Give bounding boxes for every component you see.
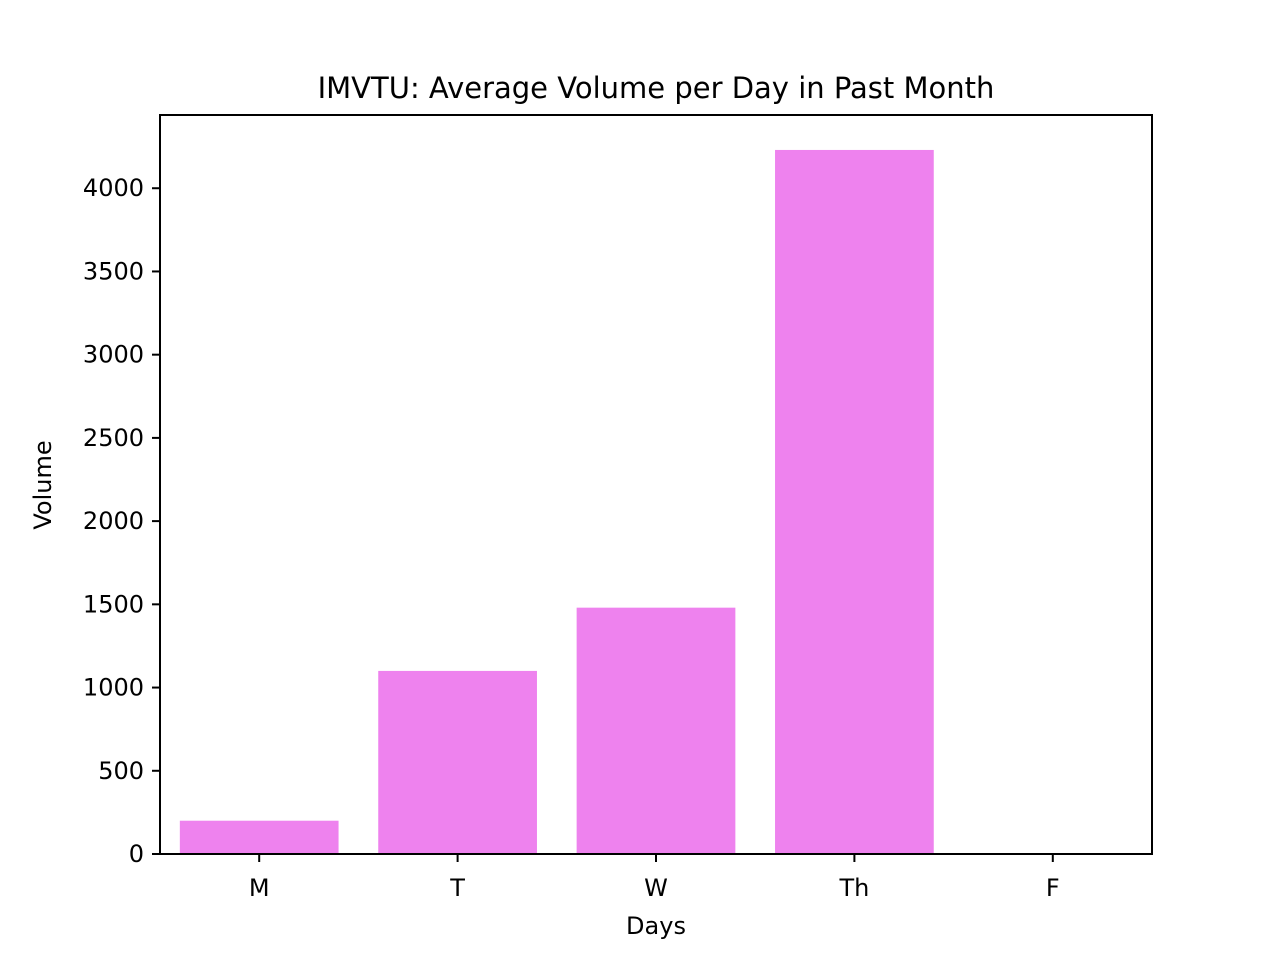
y-tick-label: 500 <box>98 757 144 785</box>
y-tick-label: 4000 <box>83 174 144 202</box>
y-tick-label: 2000 <box>83 507 144 535</box>
x-tick-label: Th <box>838 874 869 902</box>
chart-title: IMVTU: Average Volume per Day in Past Mo… <box>318 71 995 105</box>
y-tick-label: 3500 <box>83 257 144 285</box>
x-axis-label: Days <box>626 912 686 940</box>
y-tick-label: 2500 <box>83 424 144 452</box>
bar-t <box>378 671 537 854</box>
y-tick-label: 1000 <box>83 674 144 702</box>
x-tick-label: T <box>449 874 465 902</box>
x-tick-label: M <box>249 874 270 902</box>
x-tick-label: F <box>1046 874 1060 902</box>
y-tick-label: 0 <box>129 840 144 868</box>
bar-m <box>180 821 339 854</box>
y-axis-label: Volume <box>29 440 57 529</box>
y-tick-label: 1500 <box>83 590 144 618</box>
bar-th <box>775 150 934 854</box>
y-tick-label: 3000 <box>83 341 144 369</box>
x-tick-label: W <box>644 874 668 902</box>
bar-w <box>577 608 736 854</box>
